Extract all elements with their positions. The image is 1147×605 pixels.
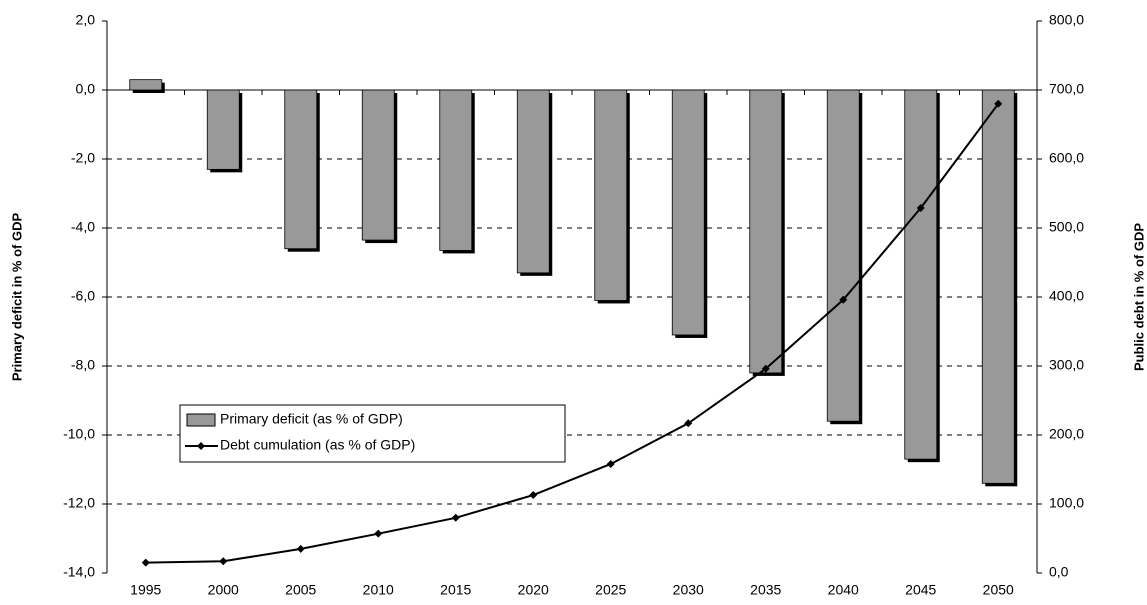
y-tick-label: 0,0	[76, 81, 96, 97]
bar	[981, 89, 1015, 484]
bar	[516, 89, 550, 274]
bar	[826, 89, 860, 422]
y-tick-label: -8,0	[71, 357, 95, 373]
bar	[361, 89, 395, 241]
legend-label: Debt cumulation (as % of GDP)	[220, 437, 415, 453]
marker	[529, 491, 538, 500]
x-tick-label: 2025	[595, 582, 626, 598]
y-tick-label: -12,0	[63, 495, 95, 511]
y-tick-label: -6,0	[71, 288, 95, 304]
marker	[761, 364, 770, 373]
y2-axis-title: Public debt in % of GDP	[1131, 223, 1146, 371]
y2-tick-label: 800,0	[1049, 12, 1084, 28]
bar	[206, 89, 240, 170]
legend-swatch	[186, 413, 216, 427]
x-tick-label: 2015	[440, 582, 471, 598]
bar	[671, 89, 705, 336]
bar	[904, 89, 938, 460]
bar	[749, 89, 783, 374]
y2-tick-label: 200,0	[1049, 426, 1084, 442]
y2-tick-label: 300,0	[1049, 357, 1084, 373]
x-tick-label: 2030	[673, 582, 704, 598]
y2-tick-label: 400,0	[1049, 288, 1084, 304]
x-tick-label: 2045	[905, 582, 936, 598]
marker	[451, 513, 460, 522]
x-tick-label: 2050	[983, 582, 1014, 598]
bar	[439, 89, 473, 251]
y-tick-label: 2,0	[76, 12, 96, 28]
x-tick-label: 2000	[208, 582, 239, 598]
marker	[374, 529, 383, 538]
bar	[594, 89, 628, 301]
y2-tick-label: 600,0	[1049, 150, 1084, 166]
bar	[284, 89, 318, 250]
legend-label: Primary deficit (as % of GDP)	[220, 411, 403, 427]
x-tick-label: 2010	[363, 582, 394, 598]
x-tick-label: 2005	[285, 582, 316, 598]
y-tick-label: -10,0	[63, 426, 95, 442]
marker	[684, 419, 693, 428]
y2-tick-label: 0,0	[1049, 564, 1069, 580]
y-tick-label: -2,0	[71, 150, 95, 166]
y2-tick-label: 100,0	[1049, 495, 1084, 511]
y-tick-label: -14,0	[63, 564, 95, 580]
legend-box	[179, 404, 566, 463]
y-axis-title: Primary deficit in % of GDP	[9, 213, 24, 382]
legend-marker	[197, 442, 205, 450]
marker	[296, 544, 305, 553]
x-tick-label: 2040	[828, 582, 859, 598]
y2-tick-label: 500,0	[1049, 219, 1084, 235]
x-tick-label: 1995	[130, 582, 161, 598]
marker	[994, 99, 1003, 108]
x-tick-label: 2035	[750, 582, 781, 598]
marker	[141, 558, 150, 567]
x-tick-label: 2020	[518, 582, 549, 598]
marker	[219, 557, 228, 566]
y2-tick-label: 700,0	[1049, 81, 1084, 97]
y-tick-label: -4,0	[71, 219, 95, 235]
line	[145, 103, 1000, 564]
bar	[129, 79, 163, 91]
marker	[606, 459, 615, 468]
marker	[839, 295, 848, 304]
marker	[916, 203, 925, 212]
